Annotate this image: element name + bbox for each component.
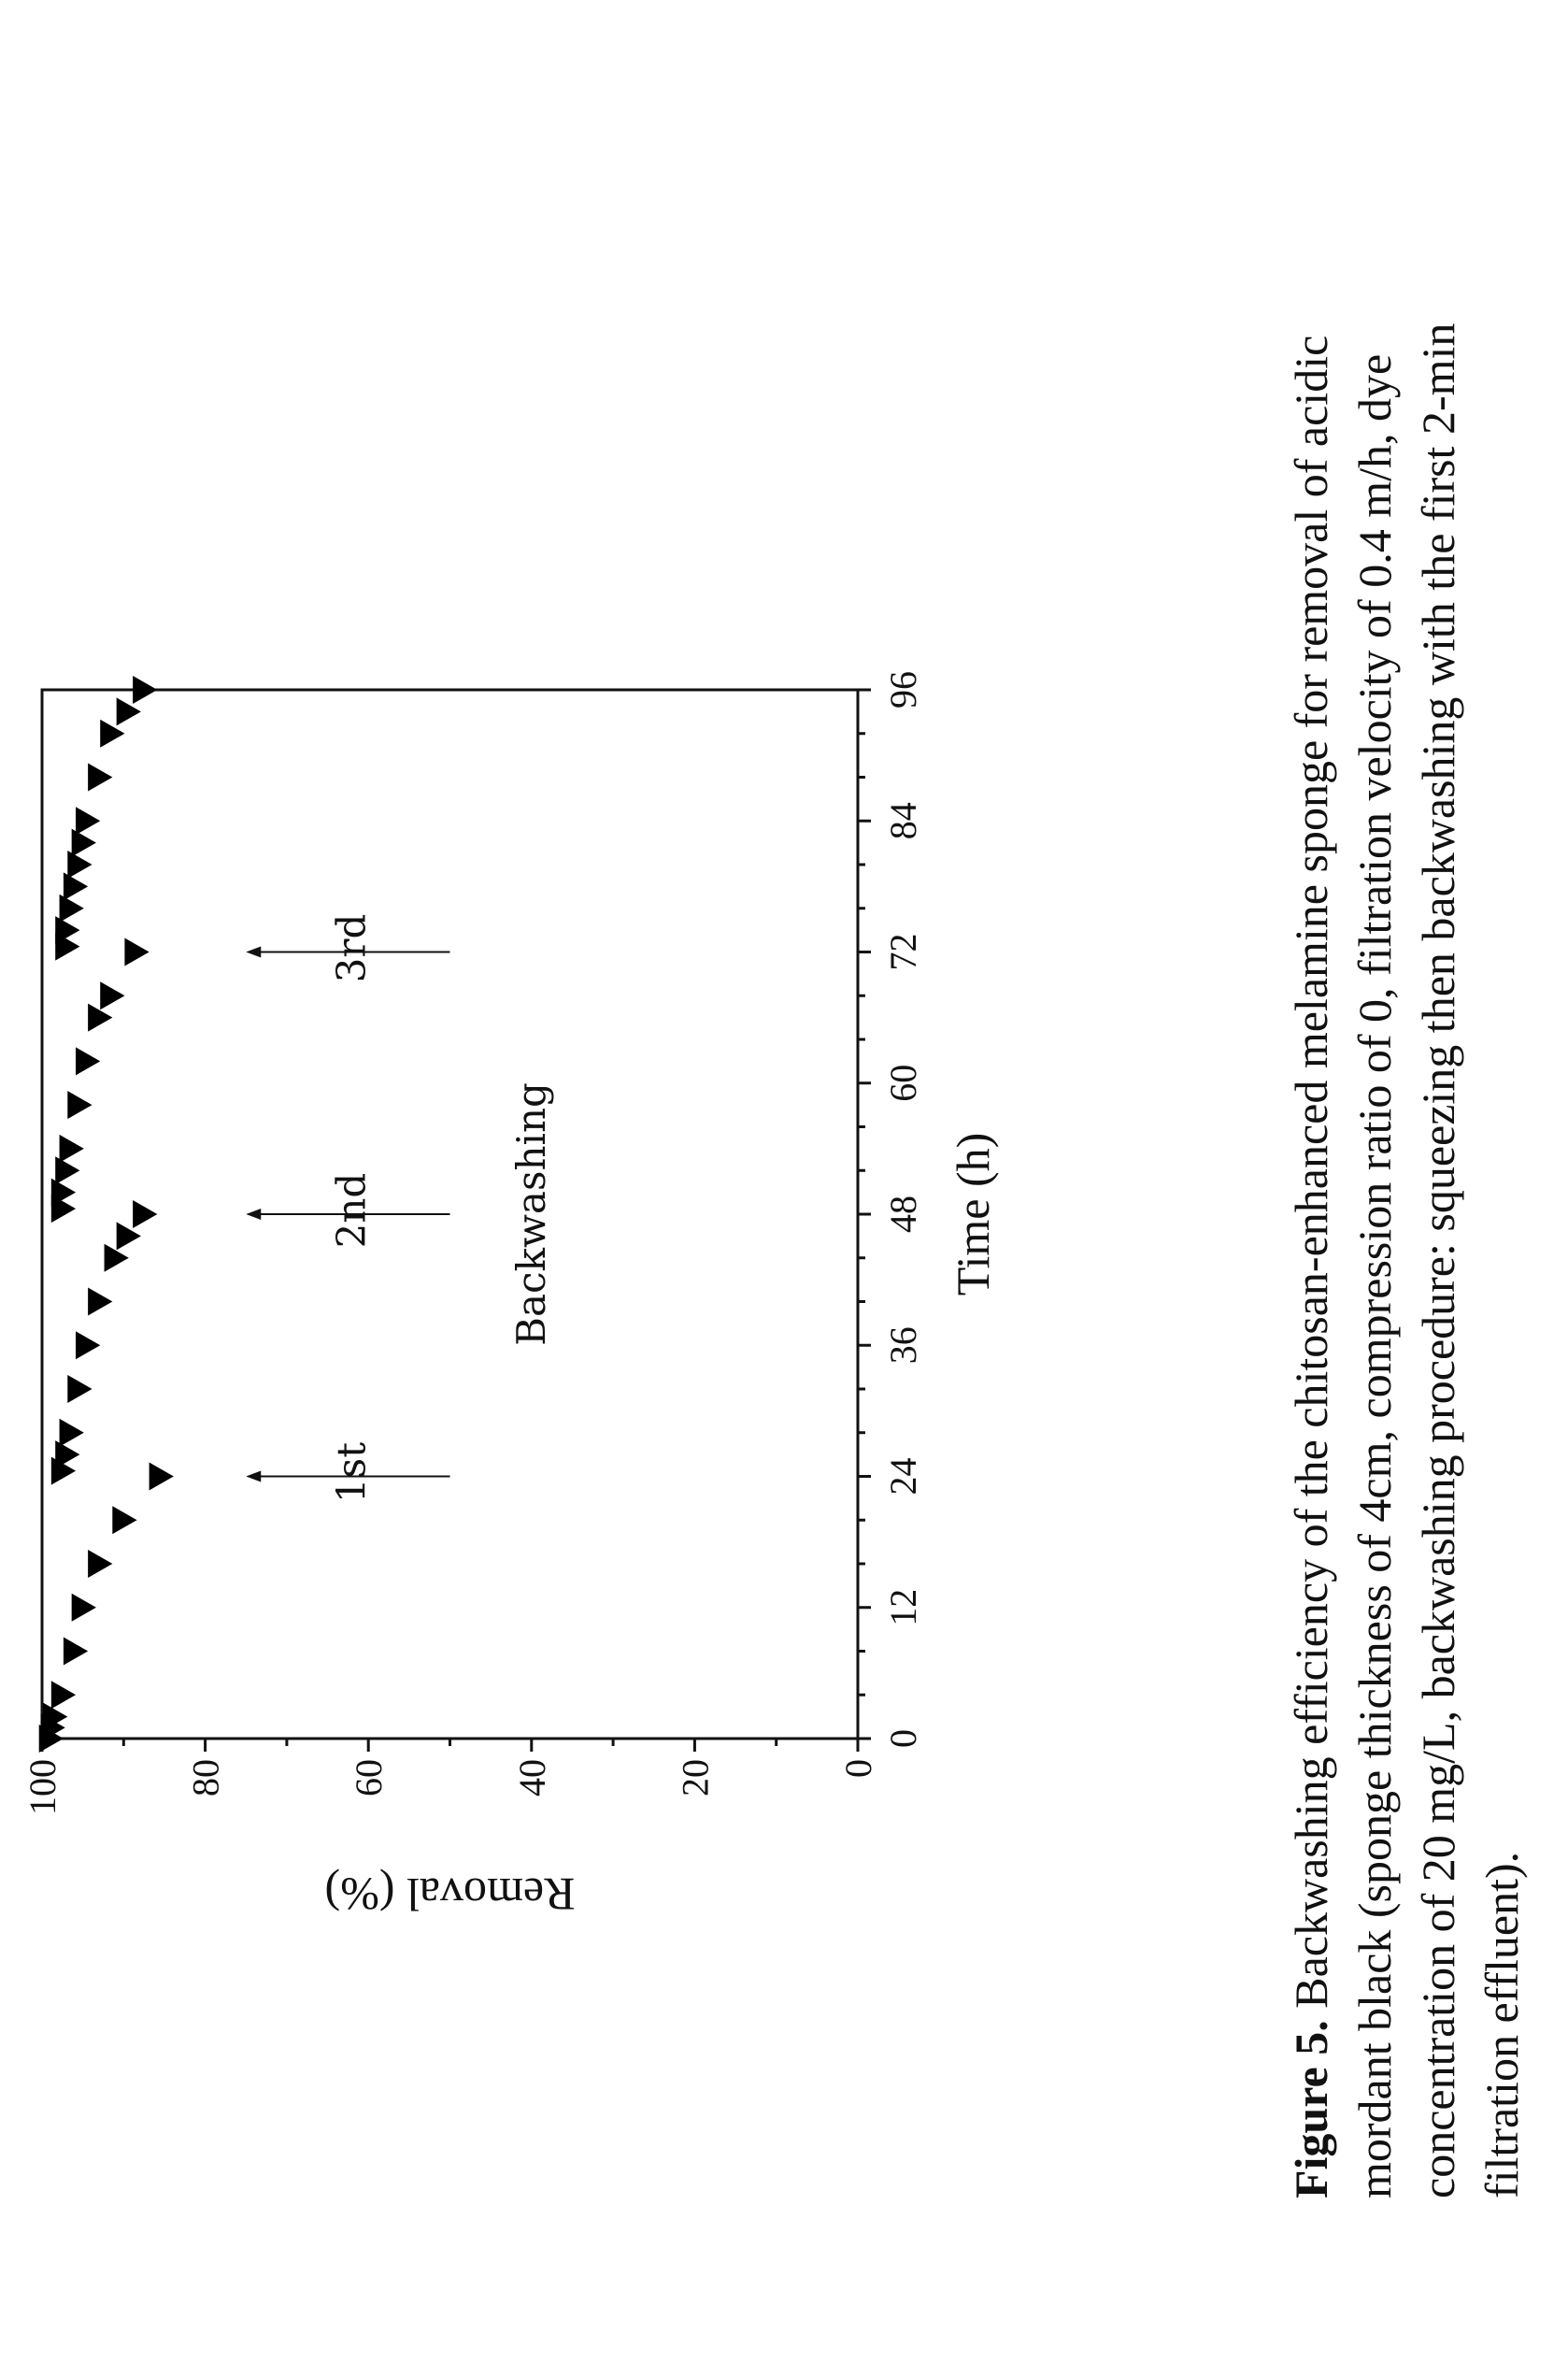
data-point: [76, 1047, 101, 1076]
y-tick-labels: 0 20 40 60 80 100: [21, 1759, 879, 1815]
data-point: [55, 1156, 80, 1185]
data-point: [55, 916, 80, 945]
data-point: [88, 1550, 113, 1578]
caption-title: Figure 5.: [1285, 2020, 1337, 2198]
annotation-label: 2nd: [329, 1173, 375, 1249]
annotation-arrowhead: [246, 1470, 262, 1482]
data-point: [67, 1091, 93, 1120]
data-point: [124, 938, 150, 966]
x-tick-label: 72: [882, 934, 924, 971]
x-tick-label: 24: [882, 1458, 924, 1496]
data-point: [63, 872, 89, 901]
data-point: [76, 807, 101, 836]
x-axis-label: Time (h): [947, 1133, 999, 1296]
data-point: [67, 1375, 93, 1403]
x-tick-label: 48: [882, 1195, 924, 1233]
data-point: [116, 1222, 141, 1251]
data-point: [88, 1003, 113, 1032]
y-tick-label: 80: [185, 1759, 227, 1797]
annotation-label: 1st: [329, 1442, 375, 1503]
x-tick-label: 84: [882, 802, 924, 839]
axis-ticks: [40, 688, 871, 1752]
backwash-annotations: 1st 2nd 3rd: [246, 914, 450, 1503]
data-markers: [38, 676, 174, 1753]
annotation-label: 3rd: [329, 914, 375, 983]
data-point: [71, 1593, 96, 1622]
annotation-arrowhead: [246, 1209, 262, 1220]
data-point: [67, 851, 93, 879]
y-tick-label: 100: [21, 1759, 64, 1815]
data-point: [88, 1287, 113, 1316]
data-point: [59, 1418, 84, 1447]
caption-line-2: mordant black (sponge thickness of 4cm, …: [1348, 354, 1401, 2198]
data-point: [50, 1681, 77, 1710]
y-tick-label: 40: [511, 1759, 553, 1797]
caption-line-3: concentration of 20 mg/L, backwashing pr…: [1412, 323, 1464, 2198]
annotation-arrowhead: [246, 946, 262, 958]
x-tick-label: 36: [882, 1326, 924, 1364]
data-point: [100, 981, 125, 1010]
data-point: [55, 1440, 80, 1469]
caption-line: Figure 5. Backwashing efficiency of the …: [1285, 336, 1337, 2198]
data-point: [100, 719, 125, 748]
data-point: [59, 894, 84, 923]
data-point: [76, 1331, 101, 1360]
data-point: [112, 1506, 137, 1535]
data-point: [104, 1243, 129, 1272]
y-axis-label: Removal (%): [325, 1868, 576, 1921]
y-tick-label: 60: [348, 1759, 390, 1797]
figure-caption: Figure 5. Backwashing efficiency of the …: [1285, 311, 1528, 2198]
data-point: [71, 828, 96, 857]
data-point: [116, 697, 141, 726]
x-tick-label: 60: [882, 1065, 924, 1102]
x-tick-label: 96: [882, 671, 924, 709]
backwashing-label: Backwashing: [508, 1082, 554, 1346]
y-tick-label: 0: [837, 1759, 879, 1778]
data-point: [63, 1637, 89, 1666]
x-tick-label: 0: [882, 1729, 924, 1748]
x-tick-labels: 0 12 24 36 48 60 72 84 96: [882, 671, 924, 1748]
x-tick-label: 12: [882, 1589, 924, 1626]
caption-line-1: Backwashing efficiency of the chitosan-e…: [1285, 336, 1337, 2021]
data-point: [149, 1462, 174, 1491]
data-point: [133, 676, 158, 704]
data-point: [59, 1134, 84, 1163]
data-point: [43, 1702, 68, 1731]
data-point: [133, 1200, 158, 1228]
caption-line-4: filtration effluent).: [1475, 1852, 1528, 2198]
y-tick-label: 20: [674, 1759, 716, 1797]
data-point: [50, 1178, 77, 1207]
data-point: [88, 763, 113, 792]
